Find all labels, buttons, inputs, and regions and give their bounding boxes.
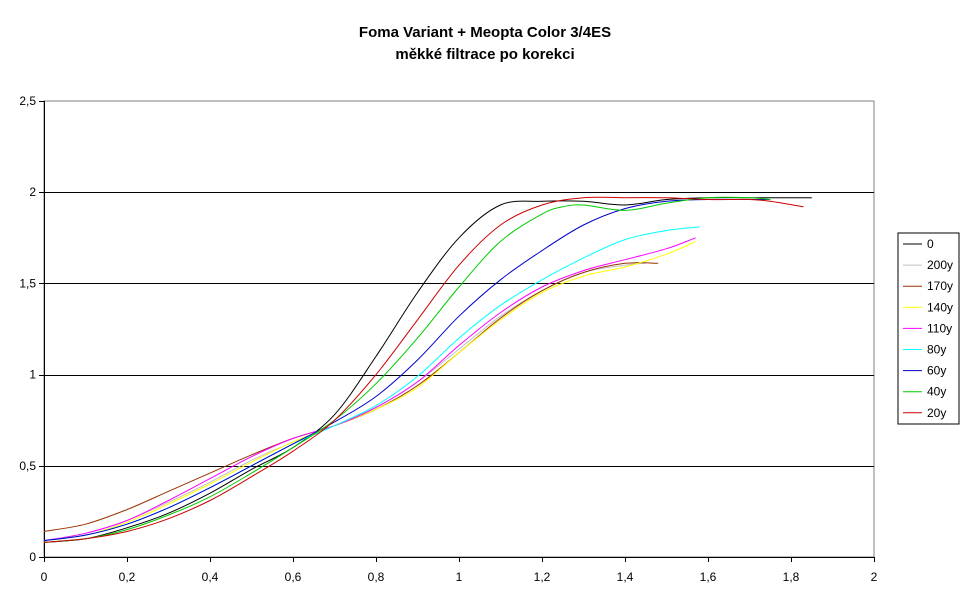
x-tick-labels: 0 0,2 0,4 0,6 0,8 1 1,2 1,4 1,6 1,8 2 bbox=[41, 570, 878, 584]
x-tick-label-1: 0,2 bbox=[119, 570, 136, 584]
series-line-20y bbox=[43, 196, 804, 543]
legend-label-0: 0 bbox=[927, 237, 934, 251]
series-line-60y bbox=[43, 198, 771, 542]
y-tick-label-3: 1,5 bbox=[19, 276, 36, 290]
x-tick-label-2: 0,4 bbox=[202, 570, 219, 584]
x-tick-label-7: 1,4 bbox=[617, 570, 634, 584]
y-tick-label-2: 1 bbox=[29, 368, 36, 382]
legend-label-200y: 200y bbox=[927, 258, 953, 272]
y-tick-label-0: 0 bbox=[29, 550, 36, 564]
x-tick-label-9: 1,8 bbox=[783, 570, 800, 584]
x-tick-label-6: 1,2 bbox=[534, 570, 551, 584]
legend-label-170y: 170y bbox=[927, 279, 953, 293]
legend-label-40y: 40y bbox=[927, 385, 946, 399]
x-tick-label-8: 1,6 bbox=[700, 570, 717, 584]
legend-label-110y: 110y bbox=[927, 321, 952, 335]
y-tick-label-4: 2 bbox=[29, 185, 36, 199]
x-tick-label-0: 0 bbox=[41, 570, 48, 584]
series-line-40y bbox=[43, 196, 771, 543]
legend-label-140y: 140y bbox=[927, 300, 953, 314]
series-line-140y bbox=[43, 240, 696, 542]
y-tick-label-5: 2,5 bbox=[19, 94, 36, 108]
x-tick-label-3: 0,6 bbox=[285, 570, 302, 584]
x-tick-label-5: 1 bbox=[456, 570, 463, 584]
legend-label-60y: 60y bbox=[927, 364, 946, 378]
legend: 0 200y 170y 140y 110y 80y 60y 40y 20y bbox=[903, 237, 953, 420]
chart-title: Foma Variant + Meopta Color 3/4ES bbox=[359, 24, 611, 41]
y-tick-label-1: 0,5 bbox=[19, 459, 36, 473]
x-tick-label-10: 2 bbox=[871, 570, 878, 584]
legend-label-20y: 20y bbox=[927, 406, 946, 420]
grid-lines bbox=[44, 192, 874, 467]
chart-subtitle: měkké filtrace po korekci bbox=[395, 46, 574, 63]
y-tick-labels: 0 0,5 1 1,5 2 2,5 bbox=[19, 94, 36, 564]
series-line-110y bbox=[43, 237, 696, 542]
axes bbox=[39, 101, 875, 562]
legend-label-80y: 80y bbox=[927, 343, 946, 357]
series-lines bbox=[43, 196, 812, 543]
x-tick-label-4: 0,8 bbox=[368, 570, 385, 584]
plot-area bbox=[43, 100, 875, 558]
series-line-0 bbox=[43, 197, 812, 543]
